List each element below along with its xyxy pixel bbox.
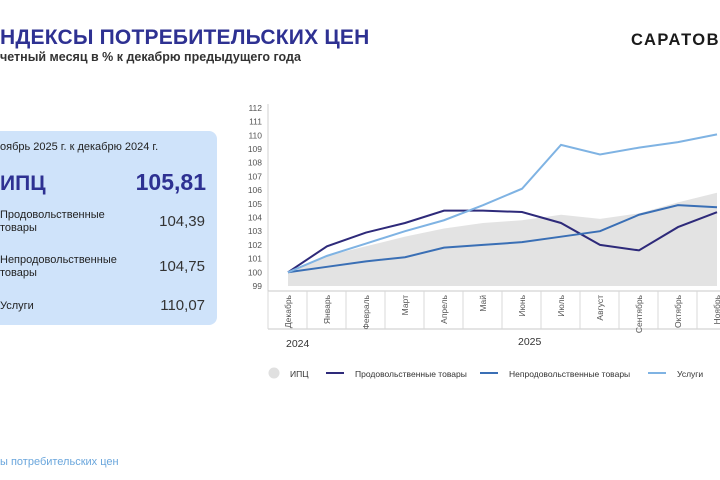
y-tick-label: 112: [248, 103, 262, 113]
footer-caption: ы потребительских цен: [0, 456, 119, 468]
legend-label-2: Непродовольственные товары: [509, 369, 630, 379]
y-tick-label: 110: [248, 130, 262, 140]
x-tick-label: Апрель: [439, 294, 449, 323]
y-tick-label: 100: [248, 267, 262, 277]
nonfood-value: 104,75: [159, 258, 205, 275]
y-tick-label: 102: [248, 240, 262, 250]
food-value: 104,39: [159, 213, 205, 230]
x-tick-label: Февраль: [361, 294, 371, 329]
y-tick-label: 108: [248, 158, 262, 168]
legend-label-0: ИПЦ: [290, 369, 309, 379]
services-label: Услуги: [0, 300, 34, 312]
y-tick-label: 101: [248, 254, 262, 264]
legend-swatch-0: [268, 367, 280, 379]
series-line-2: [287, 204, 718, 274]
x-tick-label: Июнь: [517, 294, 527, 316]
x-tick-label: Январь: [322, 294, 332, 324]
y-tick-label: 111: [249, 117, 262, 127]
legend-label-3: Услуги: [677, 369, 703, 379]
cpi-value: 105,81: [135, 169, 206, 195]
legend-label-1: Продовольственные товары: [355, 369, 467, 379]
y-tick-label: 104: [248, 213, 262, 223]
year-label: 2024: [286, 338, 310, 350]
x-tick-label: Май: [478, 295, 488, 312]
y-tick-label: 99: [253, 281, 263, 291]
services-value: 110,07: [160, 297, 205, 314]
x-tick-label: Март: [400, 295, 410, 315]
x-tick-label: Декабрь: [283, 294, 293, 328]
x-tick-label: Июль: [556, 294, 566, 316]
x-tick-label: Октябрь: [673, 294, 683, 328]
x-tick-label: Август: [595, 295, 605, 321]
y-tick-label: 105: [248, 199, 262, 209]
series-area-0: [288, 192, 717, 286]
y-tick-label: 103: [248, 226, 262, 236]
food-label: Продовольственные товары: [0, 209, 105, 234]
series-line-1: [287, 209, 718, 274]
page-title: НДЕКСЫ ПОТРЕБИТЕЛЬСКИХ ЦЕН: [0, 26, 370, 49]
x-tick-label: Сентябрь: [634, 294, 644, 333]
cpi-label: ИПЦ: [0, 172, 46, 195]
y-tick-label: 107: [248, 171, 262, 181]
x-tick-label: Ноябрь: [712, 294, 720, 324]
series-line-3: [287, 133, 718, 274]
year-label: 2025: [518, 336, 542, 348]
page-subtitle: четный месяц в % к декабрю предыдущего г…: [0, 50, 301, 64]
brand-logo: САРАТОВС: [631, 31, 720, 49]
y-tick-label: 106: [248, 185, 262, 195]
summary-heading: оябрь 2025 г. к декабрю 2024 г.: [0, 141, 159, 153]
nonfood-label: Непродовольственные товары: [0, 254, 117, 279]
y-tick-label: 109: [248, 144, 262, 154]
summary-panel: [0, 131, 217, 325]
